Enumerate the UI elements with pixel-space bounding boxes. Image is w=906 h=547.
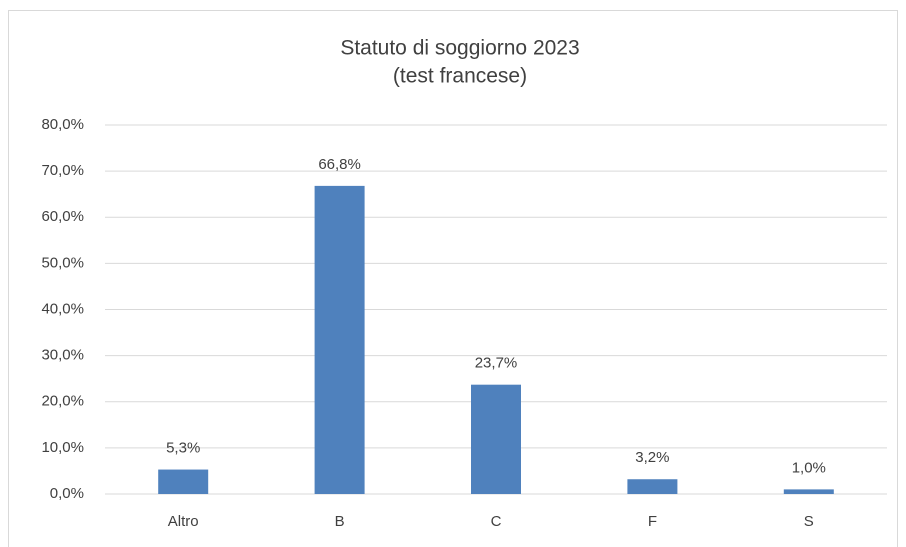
x-tick-label: Altro — [168, 513, 199, 530]
chart-border — [8, 10, 898, 547]
chart-subtitle: (test francese) — [393, 65, 527, 88]
data-label: 5,3% — [166, 440, 200, 457]
x-tick-label: S — [804, 513, 814, 530]
x-tick-label: B — [335, 513, 345, 530]
x-tick-label: F — [648, 513, 657, 530]
bar — [471, 384, 521, 494]
y-tick-label: 10,0% — [41, 439, 84, 456]
y-tick-label: 20,0% — [41, 393, 84, 410]
bar — [158, 469, 209, 494]
y-tick-label: 0,0% — [50, 485, 84, 502]
data-label: 23,7% — [475, 355, 518, 372]
y-tick-label: 80,0% — [41, 116, 84, 133]
bar — [627, 479, 678, 494]
y-tick-label: 40,0% — [41, 300, 84, 317]
data-label: 3,2% — [635, 449, 669, 466]
x-tick-label: C — [491, 513, 502, 530]
bar — [783, 489, 834, 494]
bar — [314, 185, 365, 494]
y-tick-label: 30,0% — [41, 347, 84, 364]
data-label: 66,8% — [318, 156, 361, 173]
chart-title: Statuto di soggiorno 2023 — [340, 37, 579, 60]
y-tick-label: 60,0% — [41, 208, 84, 225]
y-tick-label: 70,0% — [41, 162, 84, 179]
data-label: 1,0% — [792, 459, 826, 476]
y-tick-label: 50,0% — [41, 254, 84, 271]
